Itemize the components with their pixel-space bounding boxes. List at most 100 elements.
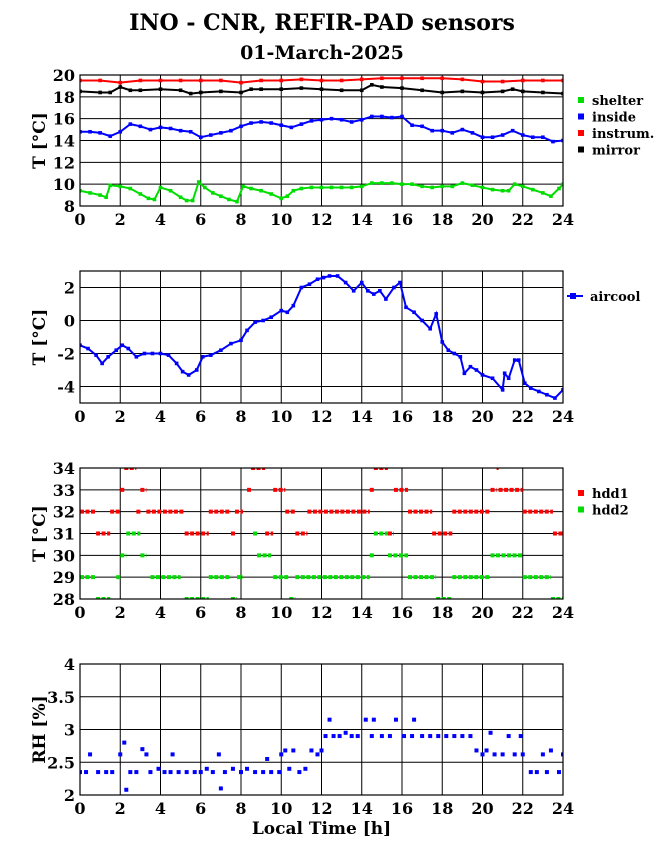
x-tick-label: 24 [552, 407, 574, 426]
data-point [392, 285, 396, 290]
data-point [178, 195, 183, 200]
data-point [502, 371, 507, 376]
data-point [162, 770, 167, 775]
data-point [355, 734, 360, 739]
data-point [299, 77, 304, 82]
data-point [178, 128, 183, 133]
data-point [118, 129, 123, 134]
x-tick-label: 2 [115, 210, 126, 229]
data-point [227, 197, 231, 202]
y-tick-label: 2.5 [47, 753, 75, 772]
data-point [506, 188, 511, 193]
x-tick-label: 18 [431, 210, 453, 229]
data-point [470, 131, 475, 135]
data-point [544, 770, 549, 775]
legend-marker [578, 490, 584, 496]
data-point [410, 182, 414, 186]
data-point [219, 89, 223, 94]
data-point [470, 183, 475, 188]
data-point [500, 79, 505, 84]
data-point [490, 376, 495, 381]
x-tick-label: 10 [270, 603, 292, 622]
data-point [561, 91, 563, 96]
data-point [371, 717, 376, 722]
data-point [327, 274, 332, 278]
data-point [249, 87, 253, 91]
data-point [138, 192, 143, 196]
data-point [440, 184, 445, 189]
data-point [331, 734, 336, 739]
data-point [359, 280, 364, 285]
data-point [168, 188, 173, 193]
data-point [148, 770, 153, 775]
data-point [534, 770, 539, 775]
x-tick-label: 16 [391, 210, 413, 229]
legend-label: instrum. [592, 127, 654, 142]
data-point [327, 717, 332, 722]
data-point [120, 343, 125, 348]
x-tick-label: 0 [74, 407, 85, 426]
x-tick-label: 10 [270, 799, 292, 818]
legend-marker [578, 506, 584, 513]
data-point [460, 181, 465, 185]
x-tick-label: 12 [310, 210, 332, 229]
legend-label: inside [592, 111, 636, 126]
x-tick-label: 8 [235, 210, 246, 229]
data-point [106, 355, 110, 359]
x-tick-label: 16 [391, 603, 413, 622]
data-point [510, 87, 515, 91]
data-point [309, 119, 314, 123]
data-point [379, 734, 384, 739]
data-point [108, 134, 112, 138]
data-point [400, 114, 404, 119]
x-tick-label: 0 [74, 799, 85, 818]
data-point [551, 139, 555, 144]
y-tick-label: 30 [53, 546, 75, 565]
data-point [259, 87, 263, 91]
data-point [299, 86, 304, 90]
data-point [398, 280, 402, 285]
data-point [541, 90, 545, 95]
data-point [249, 186, 253, 191]
data-point [500, 388, 505, 392]
data-point [216, 752, 221, 757]
x-tick-label: 2 [115, 799, 126, 818]
data-point [474, 368, 479, 372]
data-point [88, 191, 92, 195]
data-point [561, 182, 563, 186]
data-point [359, 184, 364, 189]
data-point [370, 181, 374, 185]
y-tick-label: 33 [53, 481, 75, 500]
data-point [541, 191, 545, 195]
y-tick-label: 28 [53, 590, 75, 609]
data-point [480, 373, 485, 377]
data-point [299, 186, 304, 191]
data-point [548, 748, 553, 753]
legend-label: hdd2 [592, 504, 629, 519]
x-tick-label: 8 [235, 407, 246, 426]
data-point [259, 188, 263, 193]
data-point [500, 133, 505, 137]
data-point [277, 770, 282, 775]
legend-label: aircool [590, 290, 640, 305]
data-point [363, 717, 368, 722]
data-point [480, 79, 485, 84]
data-point [279, 752, 284, 757]
legend-label: hdd1 [592, 487, 629, 502]
data-point [343, 280, 348, 285]
data-point [436, 734, 441, 739]
data-point [468, 734, 473, 739]
data-point [198, 90, 203, 95]
data-point [412, 717, 417, 722]
legend-marker [578, 130, 584, 136]
data-point [108, 90, 112, 95]
data-point [198, 78, 203, 83]
data-point [518, 734, 523, 739]
x-tick-label: 10 [270, 210, 292, 229]
data-point [460, 89, 465, 94]
data-point [561, 138, 563, 143]
data-point [104, 770, 109, 775]
data-point [520, 133, 525, 137]
